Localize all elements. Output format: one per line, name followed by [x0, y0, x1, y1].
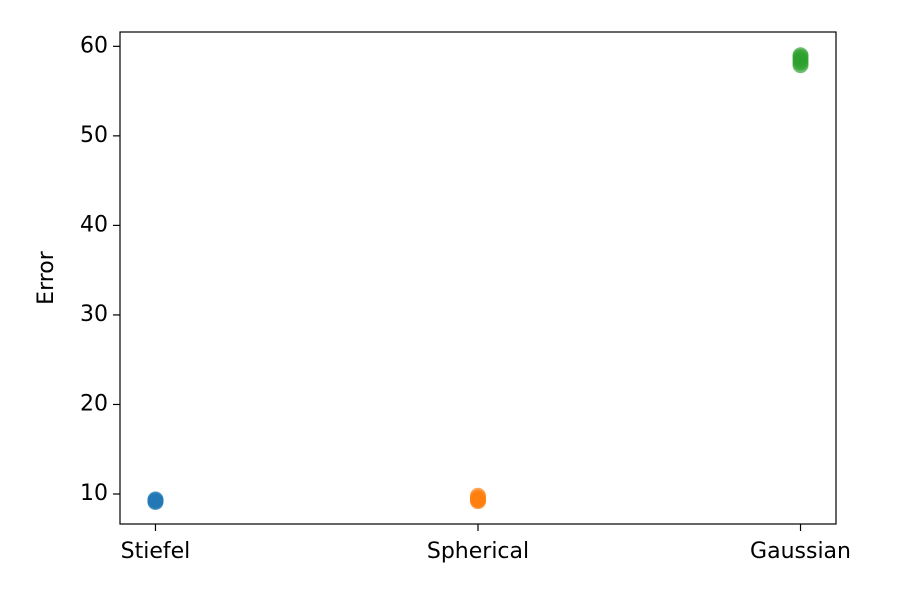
point	[147, 491, 164, 508]
point	[792, 47, 809, 64]
y-tick-label: 50	[80, 123, 108, 148]
y-tick-label: 20	[80, 391, 108, 416]
y-axis-label: Error	[34, 250, 59, 305]
y-tick-label: 60	[80, 33, 108, 58]
y-tick-label: 10	[80, 481, 108, 506]
y-tick-label: 30	[80, 302, 108, 327]
plot-frame	[119, 31, 837, 525]
point	[470, 487, 486, 504]
y-tick-label: 40	[80, 212, 108, 237]
x-tick-label: Spherical	[427, 539, 529, 564]
x-tick-label: Gaussian	[750, 539, 851, 564]
x-tick-label: Stiefel	[121, 539, 191, 564]
